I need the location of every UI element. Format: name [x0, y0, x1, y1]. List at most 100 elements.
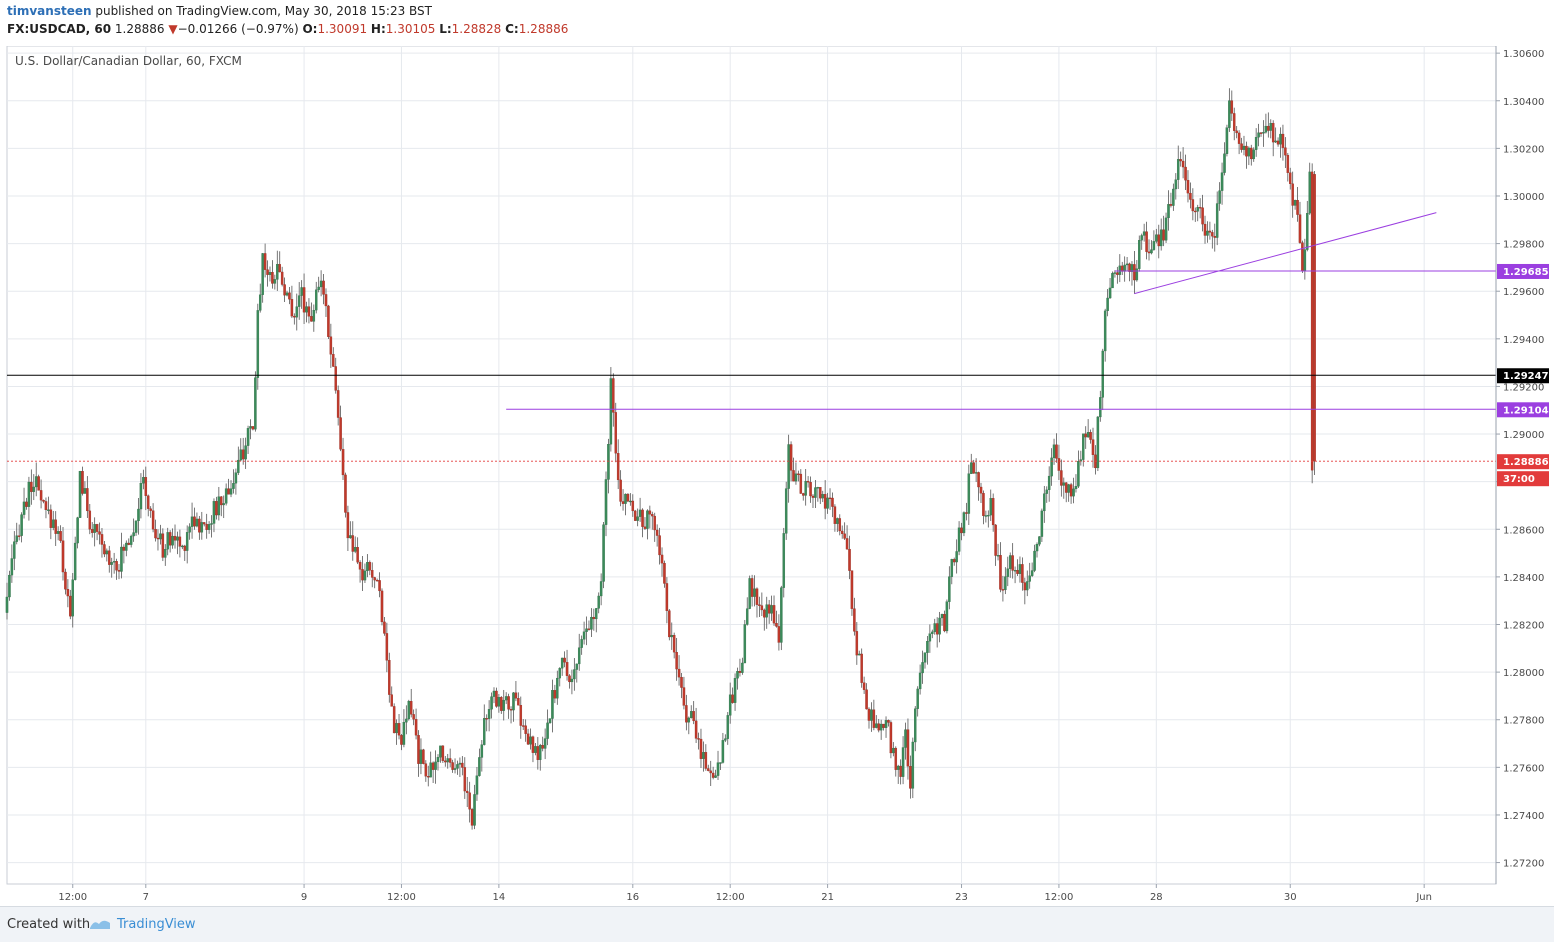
- candle-up: [1138, 240, 1141, 269]
- author-link[interactable]: timvansteen: [7, 4, 92, 18]
- candle-up: [246, 428, 250, 446]
- candle-up: [1101, 350, 1105, 398]
- candle-down: [648, 510, 652, 515]
- chart-title: U.S. Dollar/Canadian Dollar, 60, FXCM: [15, 54, 242, 68]
- candle-up: [595, 608, 598, 620]
- candle-down: [329, 336, 333, 355]
- candle-down: [763, 609, 766, 618]
- candle-down: [388, 660, 391, 695]
- time-tick-label: 14: [493, 892, 506, 903]
- candle-down: [409, 701, 413, 715]
- candle-down: [1237, 132, 1241, 144]
- candle-down: [592, 616, 596, 620]
- candle-up: [955, 551, 958, 563]
- candle-down: [115, 561, 118, 571]
- price-label-bg: [1497, 402, 1549, 418]
- candle-up: [407, 701, 411, 720]
- candle-up: [402, 722, 406, 745]
- candle-down: [694, 720, 698, 739]
- candle-up: [529, 736, 532, 745]
- candle-up: [940, 614, 944, 619]
- candle-up: [814, 487, 817, 498]
- candle-up: [497, 697, 501, 707]
- candle-down: [672, 634, 676, 653]
- candle-up: [875, 723, 878, 728]
- candle-up: [1279, 133, 1282, 145]
- candle-up: [1264, 125, 1268, 133]
- candle-down: [375, 579, 379, 582]
- candle-up: [10, 558, 14, 576]
- plot-area[interactable]: [6, 46, 1497, 885]
- candle-up: [1174, 179, 1178, 190]
- candle-up: [989, 498, 992, 516]
- candle-up: [1096, 416, 1100, 469]
- price-axis[interactable]: 1.27200 1.27400 1.27600 1.27800 1.28000 1.282…: [1496, 49, 1544, 870]
- time-tick-label: 12:00: [716, 892, 745, 903]
- candle-down: [568, 675, 571, 683]
- candle-down: [845, 538, 849, 550]
- price-tick-label: 1.30400: [1503, 97, 1544, 108]
- price-tick-label: 1.27600: [1503, 763, 1544, 774]
- candle-up: [896, 765, 900, 770]
- candle-down: [1208, 230, 1212, 233]
- candle-up: [217, 496, 221, 516]
- candle-up: [926, 641, 929, 653]
- candle-up: [1106, 297, 1109, 312]
- candle-up: [71, 579, 74, 617]
- candle-down: [1016, 570, 1019, 574]
- candle-down: [1057, 458, 1061, 471]
- candle-down: [69, 595, 72, 617]
- candle-up: [1035, 544, 1039, 552]
- price-chart[interactable]: 1.27200 1.27400 1.27600 1.27800 1.28000 1.282…: [0, 46, 1554, 906]
- candle-down: [358, 562, 362, 570]
- candle-up: [609, 378, 613, 445]
- candle-up: [5, 596, 9, 613]
- candle-down: [1089, 432, 1092, 440]
- candle-up: [804, 480, 807, 496]
- candle-up: [1223, 153, 1226, 173]
- candle-down: [823, 494, 827, 509]
- candle-down: [677, 668, 681, 678]
- low-label: L:: [439, 22, 452, 36]
- candle-down: [351, 535, 355, 552]
- candle-down: [894, 747, 898, 770]
- candle-up: [765, 604, 768, 618]
- candle-up: [599, 581, 603, 597]
- price-label-text: 1.29685: [1503, 267, 1549, 278]
- tradingview-link[interactable]: TradingView: [117, 917, 196, 932]
- candle-down: [517, 698, 520, 706]
- candle-down: [965, 512, 968, 514]
- candle-up: [297, 295, 301, 307]
- candle-up: [200, 522, 204, 533]
- price-tick-label: 1.28000: [1503, 668, 1544, 679]
- candle-up: [892, 747, 895, 754]
- candle-down: [25, 501, 28, 507]
- candle-up: [188, 526, 191, 533]
- candle-up: [1206, 230, 1209, 236]
- candle-up: [56, 531, 60, 534]
- candle-down: [327, 305, 330, 337]
- change-value: −0.01266 (−0.97%): [177, 22, 299, 36]
- candle-up: [543, 738, 547, 749]
- candle-down: [1296, 199, 1299, 215]
- candle-up: [1164, 217, 1168, 241]
- price-label-text: 1.29104: [1503, 405, 1549, 416]
- candle-down: [103, 544, 106, 555]
- candle-down: [872, 709, 876, 728]
- candle-up: [1118, 265, 1122, 275]
- candle-down: [266, 269, 269, 275]
- time-axis[interactable]: 12:00 7 9 12:00 14 16 12:00 21 23 12:00 28 30 Jun: [58, 884, 1432, 903]
- candle-up: [436, 757, 440, 763]
- candle-up: [349, 535, 352, 539]
- candle-down: [1271, 123, 1275, 143]
- candle-up: [1220, 172, 1224, 191]
- candle-down: [1203, 223, 1207, 236]
- candle-up: [1306, 213, 1309, 250]
- candle-up: [439, 745, 442, 758]
- candle-down: [161, 533, 165, 558]
- candle-down: [843, 533, 846, 539]
- candle-up: [27, 481, 31, 507]
- candle-up: [884, 720, 888, 728]
- candle-down: [1250, 147, 1253, 160]
- time-tick-label: 16: [626, 892, 639, 903]
